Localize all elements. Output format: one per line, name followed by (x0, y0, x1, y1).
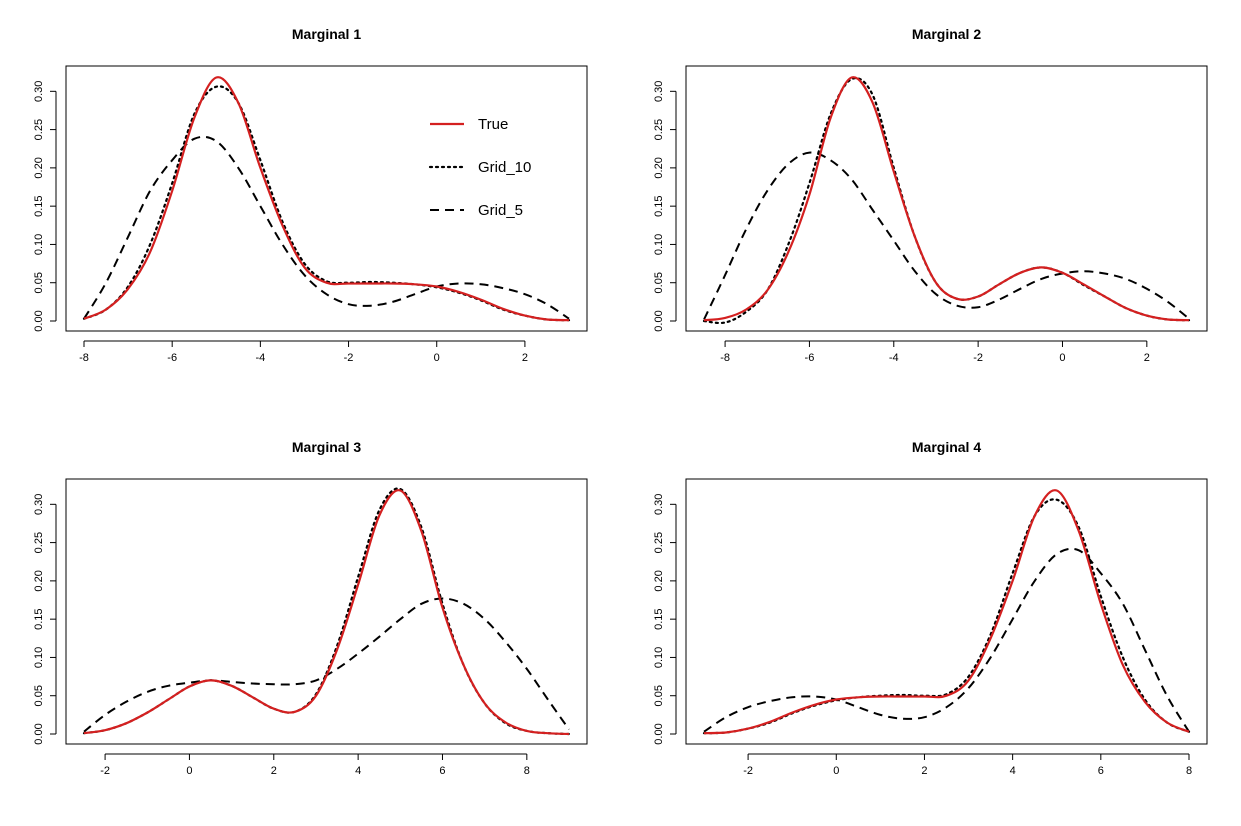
x-tick-label: 2 (1144, 352, 1150, 364)
x-tick-label: -2 (973, 352, 983, 364)
series-line-grid-5 (703, 547, 1190, 733)
y-tick-label: 0.25 (33, 119, 45, 140)
series-line-true (703, 489, 1190, 735)
legend-label: Grid_5 (478, 202, 523, 219)
chart-title: Marginal 3 (292, 439, 361, 455)
x-tick-label: 6 (1098, 765, 1104, 777)
series-line-true (703, 76, 1190, 322)
x-tick-label: -6 (167, 352, 177, 364)
x-tick-label: 2 (271, 765, 277, 777)
x-tick-label: 8 (524, 765, 530, 777)
chart-panel-4: Marginal 4 -2 0 2 4 6 8 0.00 0.05 0.10 0.15 0.20 0.2… (653, 439, 1208, 777)
x-tick-label: -4 (255, 352, 265, 364)
y-tick-label: 0.30 (653, 494, 665, 515)
plot-frame (685, 65, 1208, 332)
x-tick-label: 0 (833, 765, 839, 777)
x-tick-label: -2 (100, 765, 110, 777)
series-line-grid-10 (702, 498, 1191, 735)
chart-title: Marginal 4 (912, 439, 981, 455)
y-tick-label: 0.00 (33, 310, 45, 331)
y-tick-label: 0.15 (653, 608, 665, 629)
plot-frame (65, 478, 588, 745)
chart-panel-2: Marginal 2 -8 -6 -4 -2 0 2 0.00 0.05 0.10 0.15 0.20… (653, 26, 1208, 364)
y-tick-label: 0.05 (653, 685, 665, 706)
legend-label: True (478, 116, 508, 133)
y-tick-label: 0.25 (653, 119, 665, 140)
x-tick-label: 4 (355, 765, 361, 777)
y-tick-label: 0.20 (33, 157, 45, 178)
x-tick-label: -4 (889, 352, 899, 364)
series-line-true (83, 76, 570, 322)
y-tick-label: 0.10 (653, 234, 665, 255)
y-tick-label: 0.30 (33, 494, 45, 515)
chart-title: Marginal 2 (912, 26, 981, 42)
y-tick-label: 0.10 (33, 234, 45, 255)
y-tick-label: 0.15 (653, 195, 665, 216)
x-tick-label: -2 (344, 352, 354, 364)
chart-panel-1: Marginal 1 -8 -6 -4 -2 0 2 0.00 0.05 0.10 0.15 0.20… (33, 26, 588, 364)
series-line-true (83, 489, 570, 736)
y-tick-label: 0.20 (33, 570, 45, 591)
y-tick-label: 0.00 (653, 723, 665, 744)
x-tick-label: 0 (434, 352, 440, 364)
y-tick-label: 0.25 (653, 532, 665, 553)
chart-title: Marginal 1 (292, 26, 361, 42)
y-tick-label: 0.15 (33, 195, 45, 216)
series-line-grid-5 (83, 135, 570, 320)
y-tick-label: 0.20 (653, 157, 665, 178)
x-tick-label: 0 (186, 765, 192, 777)
legend-label: Grid_10 (478, 159, 531, 176)
x-tick-label: 4 (1010, 765, 1016, 777)
series-line-grid-5 (83, 597, 570, 733)
y-tick-label: 0.20 (653, 570, 665, 591)
y-tick-label: 0.00 (653, 310, 665, 331)
x-tick-label: 8 (1186, 765, 1192, 777)
x-tick-label: -8 (79, 352, 89, 364)
plot-frame (65, 65, 588, 332)
x-tick-label: -8 (720, 352, 730, 364)
x-tick-label: 2 (522, 352, 528, 364)
x-tick-label: 2 (921, 765, 927, 777)
series-line-grid-5 (703, 151, 1190, 320)
x-tick-label: -6 (805, 352, 815, 364)
x-tick-label: 0 (1059, 352, 1065, 364)
y-tick-label: 0.05 (33, 272, 45, 293)
y-tick-label: 0.30 (653, 81, 665, 102)
y-tick-label: 0.30 (33, 81, 45, 102)
legend: True Grid_10 Grid_5 (428, 116, 531, 219)
x-tick-label: -2 (743, 765, 753, 777)
x-tick-label: 6 (439, 765, 445, 777)
y-tick-label: 0.05 (653, 272, 665, 293)
y-tick-label: 0.15 (33, 608, 45, 629)
y-tick-label: 0.00 (33, 723, 45, 744)
series-line-grid-10 (702, 77, 1191, 325)
series-line-grid-10 (82, 487, 571, 736)
y-tick-label: 0.10 (653, 647, 665, 668)
chart-panel-3: Marginal 3 -2 0 2 4 6 8 0.00 0.05 0.10 0.15 0.20 0.2… (33, 439, 588, 777)
y-tick-label: 0.10 (33, 647, 45, 668)
y-tick-label: 0.25 (33, 532, 45, 553)
plot-frame (685, 478, 1208, 745)
y-tick-label: 0.05 (33, 685, 45, 706)
